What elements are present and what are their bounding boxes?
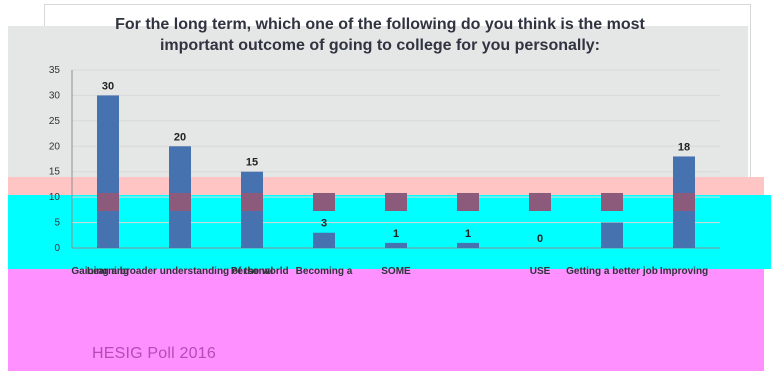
bar-overlay-4: [385, 193, 407, 211]
chart-plot-panel: [8, 26, 748, 192]
bar-4: [385, 242, 407, 248]
x-tick-label-2: Personal: [231, 266, 273, 277]
chart-title-line-2: important outcome of going to college fo…: [159, 37, 600, 54]
x-tick-label-3: Becoming a: [296, 266, 353, 277]
y-tick-label-3: 20: [49, 141, 61, 152]
chart-title-line-1: For the long term, which one of the foll…: [115, 16, 645, 33]
bar-overlay-7: [601, 193, 623, 211]
bar-overlay-1: [169, 193, 191, 211]
bar-overlay-2: [241, 193, 263, 211]
glitch-band-magenta: [8, 269, 764, 371]
bar-0: [97, 95, 119, 248]
x-tick-label-0: Learning: [87, 266, 129, 277]
bar-3: [313, 232, 335, 248]
bar-overlay-6: [529, 193, 551, 211]
data-label-4: 1: [393, 228, 399, 240]
data-label-5: 1: [465, 228, 471, 240]
glitch-band-pink: [8, 177, 764, 195]
y-tick-label-5: 10: [49, 192, 61, 203]
x-tick-label-4: SOME: [381, 266, 411, 277]
data-label-3: 3: [321, 218, 327, 230]
x-tick-label-8: Improving: [660, 266, 708, 277]
bar-overlay-3: [313, 193, 335, 211]
chart-title: For the long term, which one of the foll…: [100, 14, 660, 56]
x-tick-label-6: USE: [530, 266, 551, 277]
x-tick-label-7: Getting a better job: [566, 266, 658, 277]
y-tick-label-2: 25: [49, 116, 61, 127]
bar-7: [601, 222, 623, 248]
footer-source-label: HESIG Poll 2016: [92, 345, 216, 362]
bar-5: [457, 242, 479, 248]
bar-overlay-5: [457, 193, 479, 211]
data-label-2: 15: [246, 157, 258, 169]
y-tick-label-6: 5: [54, 218, 60, 229]
bar-overlay-0: [97, 193, 119, 211]
data-label-6: 0: [537, 233, 543, 245]
y-tick-label-1: 30: [49, 90, 61, 101]
bar-overlay-8: [673, 193, 695, 211]
y-tick-label-7: 0: [54, 243, 60, 254]
y-tick-label-0: 35: [49, 65, 61, 76]
y-tick-label-4: 15: [49, 167, 61, 178]
data-label-1: 20: [174, 131, 186, 143]
x-tick-label-1: Gaining a broader understanding of the w…: [71, 266, 288, 277]
data-label-0: 30: [102, 80, 114, 92]
data-label-8: 18: [678, 141, 690, 153]
